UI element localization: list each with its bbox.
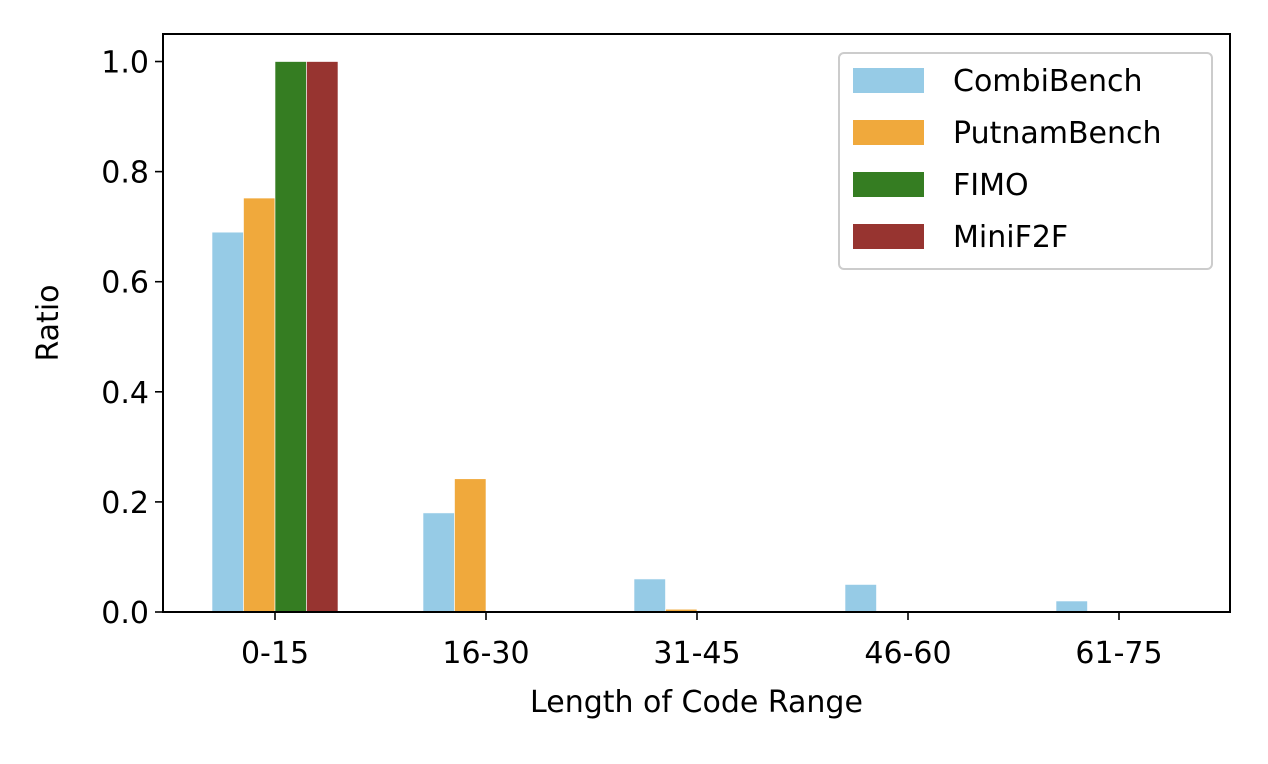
legend-label-fimo: FIMO — [953, 168, 1029, 203]
plot-area-frame — [162, 33, 1231, 613]
x-tick-label: 61-75 — [1075, 636, 1162, 671]
legend-swatch-minif2f — [853, 224, 924, 249]
bar-combibench-0-15 — [211, 231, 244, 613]
bar-putnambench-0-15 — [243, 197, 276, 613]
x-tick-label: 46-60 — [864, 636, 951, 671]
bar-combibench-46-60 — [844, 584, 877, 613]
bar-fimo-0-15 — [274, 61, 307, 613]
legend-label-combibench: CombiBench — [953, 64, 1142, 99]
x-tick-label: 31-45 — [653, 636, 740, 671]
legend-frame — [838, 52, 1213, 270]
bar-minif2f-0-15 — [306, 61, 339, 613]
legend-swatch-fimo — [853, 172, 924, 197]
y-tick-label: 1.0 — [101, 46, 149, 81]
y-tick-label: 0.0 — [101, 596, 149, 631]
bar-combibench-31-45 — [633, 578, 666, 613]
bar-combibench-61-75 — [1055, 600, 1088, 613]
y-tick-label: 0.2 — [101, 486, 149, 521]
x-tick-label: 16-30 — [442, 636, 529, 671]
bar-putnambench-16-30 — [454, 478, 487, 613]
legend-label-minif2f: MiniF2F — [953, 220, 1068, 255]
y-axis-label: Ratio — [31, 284, 66, 361]
x-tick-label: 0-15 — [241, 636, 309, 671]
legend-swatch-putnambench — [853, 120, 924, 145]
x-axis-label: Length of Code Range — [530, 685, 863, 720]
legend: CombiBench PutnamBench FIMO MiniF2F — [838, 52, 1213, 270]
y-tick-label: 0.6 — [101, 266, 149, 301]
y-tick-label: 0.8 — [101, 156, 149, 191]
y-tick-label: 0.4 — [101, 376, 149, 411]
legend-label-putnambench: PutnamBench — [953, 116, 1162, 151]
legend-swatch-combibench — [853, 68, 924, 93]
bar-combibench-16-30 — [422, 512, 455, 613]
